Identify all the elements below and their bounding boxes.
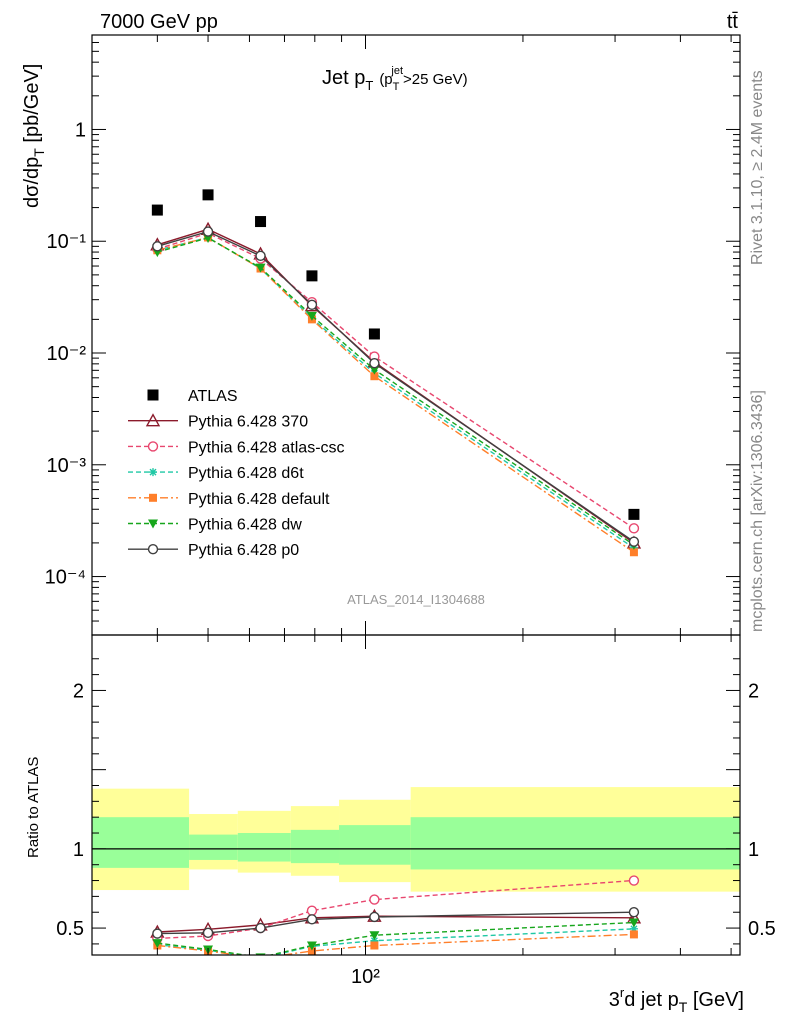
ytick-label-ratio-right-1: 1: [748, 839, 759, 861]
legend-label-pythia-6-428-default: Pythia 6.428 default: [188, 491, 330, 508]
ratio-point-pythia-6-428-p0-0: [152, 928, 163, 939]
ytick-label-ratio-left-1: 1: [73, 839, 84, 861]
ytick-label-main-0: 10⁻⁴: [45, 567, 86, 589]
point-pythia-6-428-p0-0: [152, 241, 163, 252]
ratio-point-pythia-6-428-atlas-csc-4: [369, 894, 380, 905]
ratio-point-pythia-6-428-dw-5: [628, 918, 639, 928]
x-axis-label: 3rd jet pT [GeV]: [609, 985, 744, 1015]
ytick-label-main-4: 1: [75, 119, 86, 141]
ytick-label-main-1: 10⁻³: [47, 455, 87, 477]
ytick-label-main-2: 10⁻²: [47, 343, 87, 365]
legend-label-pythia-6-428-d6t: Pythia 6.428 d6t: [188, 465, 304, 482]
legend-marker-pythia-6-428-d6t: [149, 468, 157, 477]
ratio-plot-frame: [91, 634, 741, 956]
legend-label-pythia-6-428-atlas-csc: Pythia 6.428 atlas-csc: [188, 439, 345, 456]
legend-marker-pythia-6-428-atlas-csc: [147, 441, 159, 452]
mcplots-label: mcplots.cern.ch [arXiv:1306.3436]: [749, 390, 766, 632]
ratio-bands: [92, 787, 740, 892]
series-line-pythia-6-428-dw: [157, 237, 635, 546]
main-ylabel: dσ/dpT [pb/GeV]: [21, 64, 47, 208]
point-pythia-6-428-atlas-csc-5: [628, 523, 640, 534]
legend-label-atlas: ATLAS: [188, 388, 238, 405]
legend-label-pythia-6-428-p0: Pythia 6.428 p0: [188, 542, 299, 559]
ratio-point-pythia-6-428-p0-4: [369, 911, 380, 923]
axis-ticks: [91, 34, 740, 955]
legend-marker-pythia-6-428-p0: [147, 544, 159, 555]
main-series: [150, 189, 642, 557]
ratio-series: [150, 875, 642, 955]
plot-title: Jet pT (pTjet>25 GeV): [322, 65, 468, 93]
xtick-label-100: 10²: [351, 966, 380, 988]
ratio-line-pythia-6-428-p0: [157, 911, 634, 935]
ytick-label-ratio-right-2: 2: [748, 680, 759, 702]
legend-marker-pythia-6-428-370: [145, 413, 161, 427]
ytick-label-ratio-right-0: 0.5: [748, 918, 776, 940]
point-atlas-2: [255, 216, 267, 228]
ratio-point-pythia-6-428-p0-3: [306, 914, 318, 925]
legend-label-pythia-6-428-dw: Pythia 6.428 dw: [188, 517, 302, 534]
legend-label-pythia-6-428-370: Pythia 6.428 370: [188, 414, 308, 431]
ratio-line-pythia-6-428-d6t: [157, 928, 634, 955]
point-pythia-6-428-p0-3: [306, 299, 318, 310]
point-pythia-6-428-default-5: [629, 548, 638, 557]
ratio-point-pythia-6-428-default-4: [370, 941, 379, 950]
rivet-label: Rivet 3.1.10, ≥ 2.4M events: [749, 70, 766, 265]
legend: ATLAS Pythia 6.428 370 Pythia 6.428 atlas-…: [128, 388, 345, 559]
ratio-point-pythia-6-428-p0-2: [255, 922, 266, 934]
ratio-line-pythia-6-428-atlas-csc: [157, 879, 634, 940]
ratio-point-pythia-6-428-p0-1: [202, 927, 214, 939]
ytick-label-ratio-left-2: 2: [73, 680, 84, 702]
ratio-point-pythia-6-428-default-3: [307, 947, 316, 955]
point-pythia-6-428-dw-1: [203, 233, 214, 243]
ytick-label-main-3: 10⁻¹: [47, 231, 87, 253]
ratio-point-pythia-6-428-atlas-csc-5: [628, 875, 640, 886]
legend-marker-pythia-6-428-default: [149, 493, 157, 502]
point-pythia-6-428-p0-1: [202, 226, 214, 237]
ratio-point-pythia-6-428-d6t-5: [629, 924, 638, 933]
legend-marker-pythia-6-428-dw: [148, 519, 158, 529]
band-inner-3: [290, 829, 340, 864]
band-inner-5: [410, 817, 740, 870]
analysis-id: ATLAS_2014_I1304688: [347, 592, 485, 607]
legend-marker-atlas: [147, 389, 159, 401]
point-atlas-4: [368, 328, 380, 340]
ratio-point-pythia-6-428-default-5: [629, 930, 638, 939]
ytick-label-ratio-left-0: 0.5: [56, 918, 84, 940]
ratio-point-pythia-6-428-dw-4: [369, 931, 380, 941]
ratio-line-pythia-6-428-dw: [157, 921, 634, 955]
band-inner-2: [237, 833, 291, 862]
ratio-point-pythia-6-428-dw-3: [306, 941, 317, 951]
process-label: tt̄: [727, 11, 739, 33]
ratio-point-pythia-6-428-p0-5: [628, 907, 640, 918]
point-pythia-6-428-p0-5: [628, 536, 640, 547]
point-pythia-6-428-p0-2: [255, 250, 266, 262]
point-pythia-6-428-dw-3: [306, 311, 317, 321]
point-pythia-6-428-dw-4: [369, 365, 380, 375]
ratio-point-pythia-6-428-dw-0: [152, 939, 163, 949]
energy-label: 7000 GeV pp: [100, 11, 218, 33]
ratio-line-pythia-6-428-370: [157, 915, 634, 933]
point-pythia-6-428-dw-2: [255, 263, 266, 273]
ratio-point-pythia-6-428-d6t-4: [370, 936, 379, 945]
ratio-point-pythia-6-428-atlas-csc-3: [306, 905, 318, 916]
tick-labels: 10⁻⁴ 10⁻³ 10⁻² 10⁻¹ 1 10² 0.5 0.5 1 1 2 2: [45, 119, 776, 988]
band-inner-4: [339, 825, 411, 865]
ratio-ylabel: Ratio to ATLAS: [25, 757, 42, 858]
band-inner-0: [92, 817, 190, 868]
band-inner-1: [189, 834, 238, 860]
point-pythia-6-428-default-4: [370, 372, 379, 381]
point-atlas-0: [151, 204, 163, 216]
point-atlas-1: [202, 189, 214, 201]
point-atlas-5: [628, 508, 640, 520]
series-line-pythia-6-428-p0: [157, 230, 635, 543]
series-line-pythia-6-428-atlas-csc: [157, 232, 635, 529]
point-pythia-6-428-p0-4: [369, 358, 380, 369]
point-atlas-3: [306, 270, 318, 282]
